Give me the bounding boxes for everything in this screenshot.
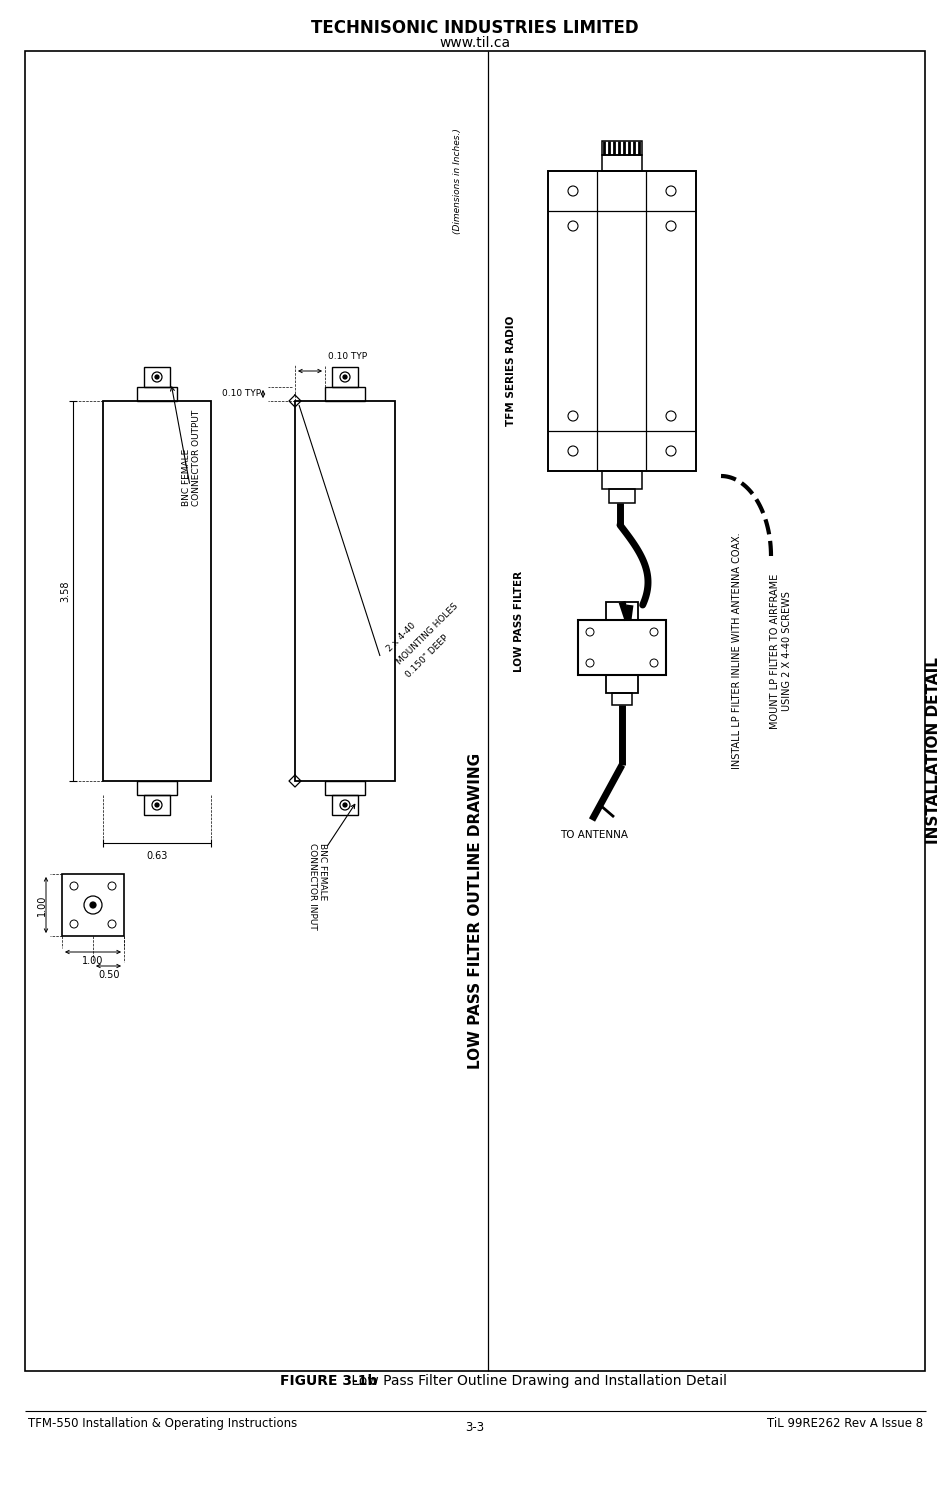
Text: 2 x 4-40: 2 x 4-40 [385,620,417,653]
Circle shape [343,376,347,379]
Text: 0.10 TYP: 0.10 TYP [222,389,261,398]
Bar [609,489,635,502]
Bar [325,781,365,795]
Bar [295,401,395,781]
Text: Low Pass Filter Outline Drawing and Installation Detail: Low Pass Filter Outline Drawing and Inst… [347,1375,727,1388]
Text: 0.10 TYP: 0.10 TYP [328,352,367,361]
Text: TO ANTENNA: TO ANTENNA [560,830,628,839]
Bar [602,155,642,171]
Text: TFM-550 Installation & Operating Instructions: TFM-550 Installation & Operating Instruc… [28,1416,298,1430]
Bar [332,367,358,388]
Bar [103,401,211,781]
Text: USING 2 X 4-40 SCREWS: USING 2 X 4-40 SCREWS [782,590,792,711]
Text: www.til.ca: www.til.ca [439,36,511,51]
Text: INSTALLATION DETAIL: INSTALLATION DETAIL [925,658,941,844]
Text: (Dimensions in Inches.): (Dimensions in Inches.) [453,128,462,234]
Text: INSTALL LP FILTER INLINE WITH ANTENNA COAX.: INSTALL LP FILTER INLINE WITH ANTENNA CO… [732,532,742,769]
Circle shape [155,376,159,379]
Bar [137,781,177,795]
Text: 1.00: 1.00 [83,956,104,966]
Text: 0.50: 0.50 [98,971,120,980]
Bar [602,142,642,155]
Bar [325,388,365,401]
Text: BNC FEMALE: BNC FEMALE [182,449,191,505]
Text: 3-3: 3-3 [465,1421,485,1434]
Text: CONNECTOR OUTPUT: CONNECTOR OUTPUT [192,410,201,505]
Text: MOUNT LP FILTER TO AIRFRAME: MOUNT LP FILTER TO AIRFRAME [770,574,780,729]
Text: FIGURE 3-1b: FIGURE 3-1b [280,1375,378,1388]
Bar [602,471,642,489]
Bar [144,367,170,388]
Text: 1.00: 1.00 [37,895,47,915]
Bar [612,693,632,705]
Bar [62,874,124,936]
Bar [25,51,925,1372]
Text: CONNECTOR INPUT: CONNECTOR INPUT [308,842,317,930]
Text: 0.63: 0.63 [146,851,167,860]
Bar [144,795,170,816]
Circle shape [90,902,96,908]
Bar [606,675,638,693]
Text: 0.150" DEEP: 0.150" DEEP [404,632,450,678]
Bar [578,620,666,675]
Text: 3.58: 3.58 [60,580,70,602]
Text: MOUNTING HOLES: MOUNTING HOLES [395,601,460,666]
Bar [548,171,696,471]
Text: TiL 99RE262 Rev A Issue 8: TiL 99RE262 Rev A Issue 8 [767,1416,923,1430]
Bar [332,795,358,816]
Text: LOW PASS FILTER OUTLINE DRAWING: LOW PASS FILTER OUTLINE DRAWING [468,753,482,1069]
Circle shape [155,804,159,807]
Text: TECHNISONIC INDUSTRIES LIMITED: TECHNISONIC INDUSTRIES LIMITED [311,19,639,37]
Text: TFM SERIES RADIO: TFM SERIES RADIO [506,316,516,426]
Bar [137,388,177,401]
Bar [606,602,638,620]
Text: LOW PASS FILTER: LOW PASS FILTER [514,571,524,671]
Circle shape [343,804,347,807]
Text: BNC FEMALE: BNC FEMALE [318,842,327,901]
